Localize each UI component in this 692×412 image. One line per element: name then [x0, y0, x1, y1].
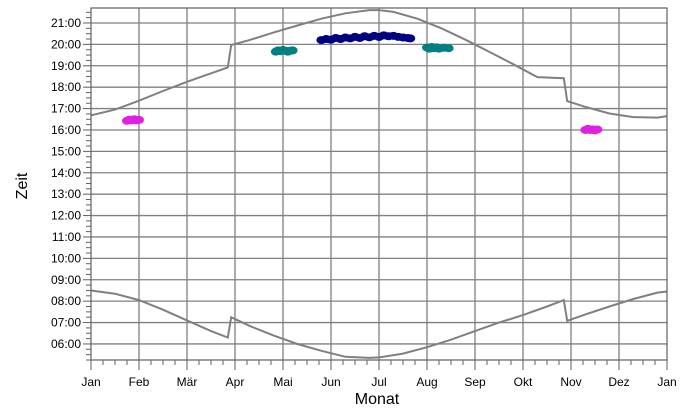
y-tick-label: 13:00	[51, 187, 81, 201]
y-tick-label: 15:00	[51, 144, 81, 158]
x-tick-label: Sep	[464, 375, 486, 389]
y-tick-label: 16:00	[51, 123, 81, 137]
y-tick-label: 17:00	[51, 102, 81, 116]
x-tick-label: Mai	[273, 375, 292, 389]
y-tick-label: 14:00	[51, 166, 81, 180]
y-tick-label: 12:00	[51, 209, 81, 223]
y-tick-label: 08:00	[51, 294, 81, 308]
x-axis: Jan Feb Mär Apr Mai Jun Jul Aug Sep Okt Nov Dez Jan	[81, 360, 677, 389]
y-tick-label: 18:00	[51, 80, 81, 94]
y-tick-label: 20:00	[51, 37, 81, 51]
data-point	[134, 115, 144, 124]
x-tick-label: Okt	[514, 375, 533, 389]
x-tick-label: Jan	[81, 375, 100, 389]
y-axis-title: Zeit	[14, 172, 31, 199]
data-point	[443, 44, 454, 53]
y-tick-label: 07:00	[51, 316, 81, 330]
x-tick-label: Jan	[657, 375, 676, 389]
x-tick-label: Dez	[608, 375, 629, 389]
y-tick-label: 09:00	[51, 273, 81, 287]
grid	[91, 8, 667, 360]
x-tick-label: Jun	[321, 375, 340, 389]
y-axis: 06:00 07:00 08:00 09:00 10:00 11:00 12:00 13:00…	[51, 11, 91, 361]
y-tick-label: 06:00	[51, 337, 81, 351]
x-tick-label: Aug	[416, 375, 437, 389]
x-tick-label: Jul	[371, 375, 386, 389]
y-tick-label: 19:00	[51, 59, 81, 73]
x-tick-label: Mär	[177, 375, 198, 389]
data-points	[122, 31, 603, 135]
x-tick-label: Apr	[226, 375, 245, 389]
data-point	[287, 46, 298, 55]
y-tick-label: 11:00	[52, 230, 81, 244]
curves	[90, 9, 668, 359]
x-tick-label: Feb	[129, 375, 150, 389]
y-tick-label: 10:00	[51, 251, 81, 265]
data-point	[592, 125, 603, 134]
sunset-curve	[90, 9, 668, 119]
sunrise-curve	[90, 289, 668, 359]
data-point	[405, 34, 416, 43]
x-axis-title: Monat	[355, 391, 400, 408]
x-tick-label: Nov	[560, 375, 581, 389]
y-tick-label: 21:00	[51, 16, 81, 30]
